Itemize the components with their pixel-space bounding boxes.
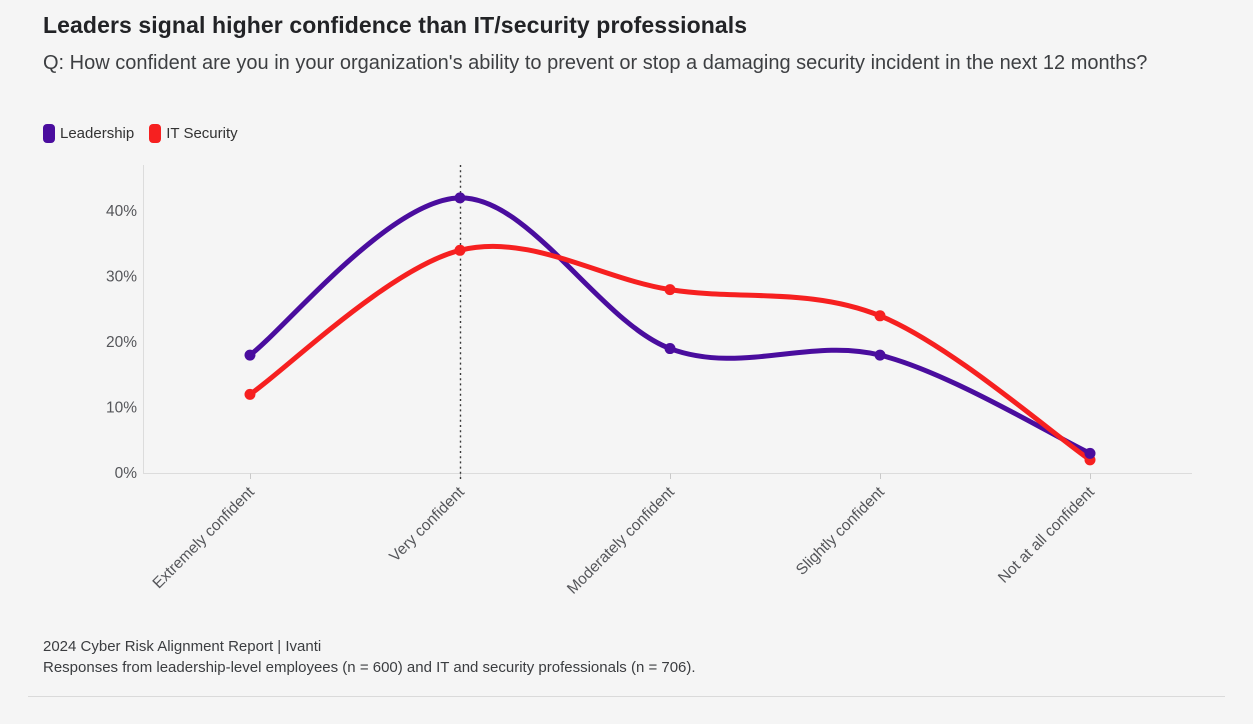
legend-item-leadership: Leadership [43,124,134,143]
y-tick-label: 0% [115,465,138,482]
leadership-line [247,195,1093,456]
footer-note: Responses from leadership-level employee… [43,658,696,676]
x-tick-label: Extremely confident [150,483,259,592]
x-tick-label: Not at all confident [995,483,1098,586]
legend-swatch-icon [149,124,162,143]
y-tick-label: 20% [106,334,137,351]
legend-swatch-icon [43,124,55,143]
legend-label: IT Security [166,125,238,142]
y-tick-label: 30% [106,269,137,286]
legend-label: Leadership [60,125,135,142]
it-security-data-point [454,244,466,256]
bottom-divider [28,696,1225,697]
chart-title: Leaders signal higher confidence than IT… [43,12,748,38]
it-security-data-point [874,310,886,322]
chart-footer: 2024 Cyber Risk Alignment Report | Ivant… [43,637,696,678]
leadership-data-point [244,349,256,361]
it-security-data-point [244,388,256,400]
y-tick-label: 10% [106,400,137,417]
x-tick-label: Moderately confident [564,483,678,597]
leadership-data-point [664,343,676,355]
x-tick-label: Slightly confident [793,483,888,578]
confidence-line-chart: 0% 10% 20% 30% 40% Extremely confident Very co… [106,165,1192,598]
x-tick-label: Very confident [386,483,468,565]
chart-subtitle: Q: How confident are you in your organiz… [43,52,1148,74]
y-tick-label: 40% [106,203,137,220]
footer-source: 2024 Cyber Risk Alignment Report | Ivant… [43,638,322,655]
legend-item-it-security: IT Security [149,124,238,143]
legend: Leadership IT Security [43,124,238,143]
it-security-data-point [664,284,676,296]
leadership-data-point [1084,447,1096,459]
leadership-data-point [454,192,466,204]
leadership-data-point [874,349,886,361]
